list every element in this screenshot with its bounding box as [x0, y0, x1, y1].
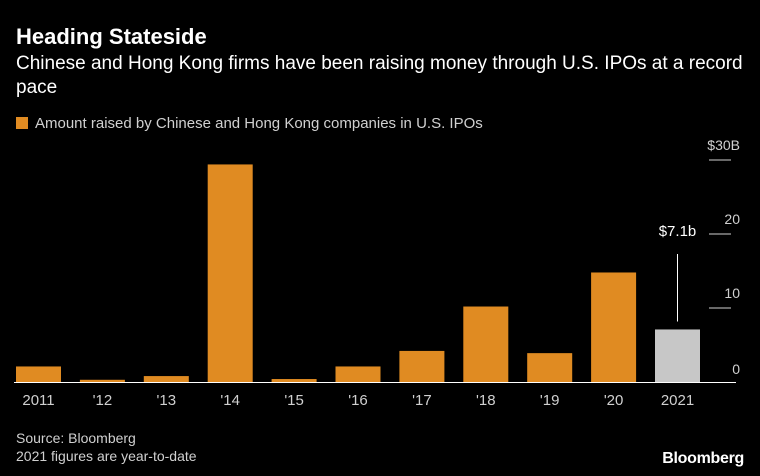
annotation-label: $7.1b	[659, 223, 697, 240]
bar-14	[207, 164, 253, 382]
x-tick-label-14: '14	[220, 392, 240, 409]
bar-13	[143, 376, 189, 382]
y-tick-label-0: 0	[732, 361, 740, 377]
bar-12	[79, 379, 125, 382]
y-tick-label-20: 20	[724, 211, 740, 227]
x-tick-label-18: '18	[476, 392, 496, 409]
x-tick-label-16: '16	[348, 392, 368, 409]
x-tick-label-20: '20	[604, 392, 624, 409]
ytd-note: 2021 figures are year-to-date	[16, 448, 197, 464]
bar-15	[271, 379, 317, 382]
bar-18	[463, 306, 509, 382]
y-tick-label-30: $30B	[707, 137, 740, 153]
bar-19	[527, 353, 573, 382]
x-tick-label-13: '13	[157, 392, 177, 409]
legend: Amount raised by Chinese and Hong Kong c…	[16, 113, 483, 133]
source-note: Source: Bloomberg	[16, 430, 136, 446]
x-tick-label-15: '15	[284, 392, 304, 409]
chart-title: Heading Stateside	[16, 24, 207, 49]
chart-subtitle: Chinese and Hong Kong firms have been ra…	[16, 53, 743, 98]
bar-17	[399, 350, 445, 382]
bar-16	[335, 366, 381, 382]
x-tick-label-19: '19	[540, 392, 560, 409]
bar-2011	[16, 366, 61, 382]
chart-footnotes: Source: Bloomberg 2021 figures are year-…	[16, 429, 197, 465]
y-tick-label-10: 10	[724, 285, 740, 301]
bar-20	[591, 272, 637, 382]
bloomberg-logo: Bloomberg	[662, 450, 744, 467]
x-tick-label-2011: 2011	[22, 392, 54, 409]
x-tick-label-17: '17	[412, 392, 432, 409]
legend-swatch	[16, 117, 28, 129]
bar-2021	[655, 329, 700, 382]
x-tick-label-2021: 2021	[661, 392, 694, 409]
x-tick-label-12: '12	[93, 392, 113, 409]
legend-label: Amount raised by Chinese and Hong Kong c…	[35, 114, 483, 132]
